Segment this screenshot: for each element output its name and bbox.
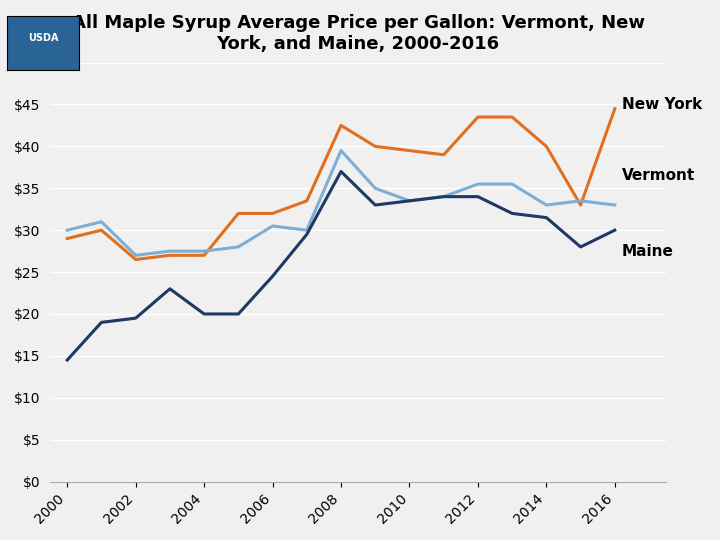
Text: New York: New York [621,97,702,112]
Text: USDA: USDA [28,33,58,43]
Text: Vermont: Vermont [621,168,695,183]
Text: Maine: Maine [621,244,673,259]
Title: All Maple Syrup Average Price per Gallon: Vermont, New
York, and Maine, 2000-201: All Maple Syrup Average Price per Gallon… [71,14,644,53]
